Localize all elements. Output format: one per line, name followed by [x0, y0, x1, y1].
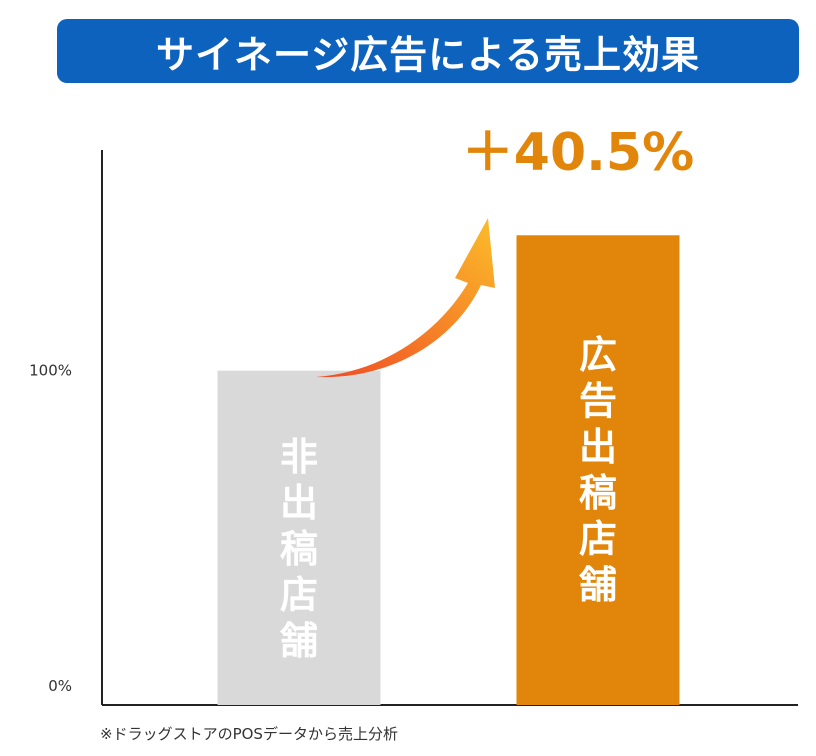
y-tick-label: 100%	[29, 362, 72, 380]
growth-annotation: ＋40.5%	[462, 123, 694, 183]
y-tick-label: 0%	[48, 677, 72, 695]
chart-title: サイネージ広告による売上効果	[155, 32, 701, 77]
category-label: 広告出稿店舗	[578, 333, 617, 607]
bar-2	[516, 235, 680, 705]
bar-1	[217, 370, 381, 705]
growth-arrow-icon	[316, 218, 495, 378]
chart-title-banner: サイネージ広告による売上効果	[57, 19, 799, 83]
category-label: 非出稿店舗	[279, 435, 318, 663]
source-note: ※ドラッグストアのPOSデータから売上分析	[100, 725, 398, 743]
